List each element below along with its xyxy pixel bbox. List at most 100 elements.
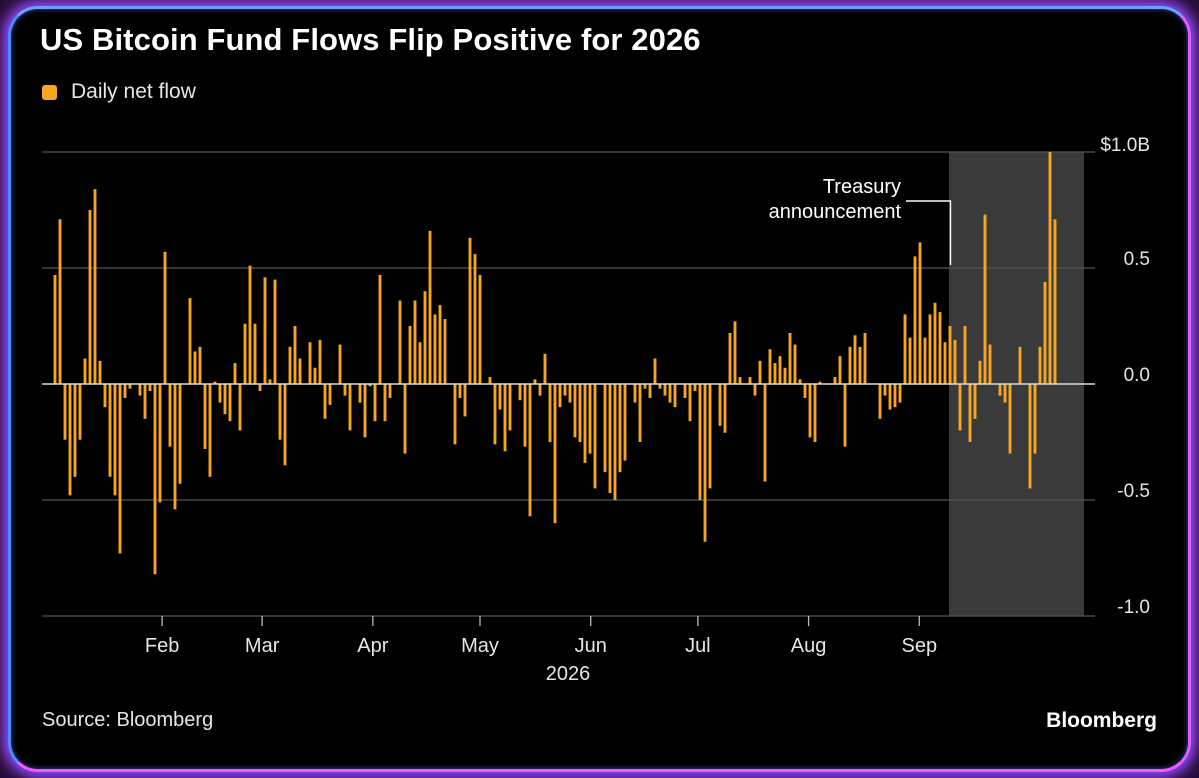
bar bbox=[238, 384, 242, 431]
bar bbox=[53, 274, 57, 384]
bar bbox=[733, 321, 737, 384]
bar bbox=[1043, 281, 1047, 384]
bar bbox=[58, 219, 62, 384]
bar bbox=[1003, 384, 1007, 403]
bar bbox=[358, 384, 362, 403]
bar bbox=[728, 332, 732, 384]
bar bbox=[348, 384, 352, 431]
bar bbox=[113, 384, 117, 496]
bar bbox=[763, 384, 767, 482]
bar bbox=[558, 384, 562, 408]
bar bbox=[778, 356, 782, 384]
bar bbox=[158, 384, 162, 503]
bar bbox=[198, 346, 202, 384]
bar bbox=[383, 384, 387, 422]
bar bbox=[178, 384, 182, 484]
bar bbox=[698, 384, 702, 500]
bar bbox=[913, 256, 917, 384]
bar bbox=[228, 384, 232, 422]
bar bbox=[768, 349, 772, 384]
bar bbox=[653, 358, 657, 384]
bar bbox=[808, 384, 812, 438]
bar bbox=[903, 314, 907, 384]
bar bbox=[738, 377, 742, 384]
bar bbox=[528, 384, 532, 517]
bar bbox=[518, 384, 522, 401]
bar bbox=[798, 379, 802, 384]
bar bbox=[553, 384, 557, 524]
bar bbox=[818, 381, 822, 384]
bar bbox=[683, 384, 687, 398]
bar bbox=[223, 384, 227, 415]
annotation-leader bbox=[906, 200, 952, 265]
bar bbox=[473, 254, 477, 384]
bar bbox=[578, 384, 582, 442]
bar bbox=[673, 384, 677, 408]
bar bbox=[583, 384, 587, 463]
bar bbox=[108, 384, 112, 477]
bar bbox=[928, 314, 932, 384]
legend-label: Daily net flow bbox=[71, 80, 196, 103]
bar bbox=[118, 384, 122, 554]
bar bbox=[163, 251, 167, 384]
bar bbox=[1008, 384, 1012, 454]
legend: Daily net flow bbox=[42, 80, 196, 104]
bar bbox=[788, 332, 792, 384]
bar bbox=[833, 377, 837, 384]
bar bbox=[123, 384, 127, 398]
bar bbox=[548, 384, 552, 442]
bar bbox=[723, 384, 727, 433]
bar bbox=[983, 214, 987, 384]
bar bbox=[418, 342, 422, 384]
bar bbox=[523, 384, 527, 447]
bar bbox=[218, 384, 222, 403]
bar bbox=[233, 363, 237, 384]
bar bbox=[263, 277, 267, 384]
bar bbox=[478, 274, 482, 384]
bar bbox=[668, 384, 672, 403]
bar bbox=[618, 384, 622, 473]
bar bbox=[328, 384, 332, 405]
bar bbox=[168, 384, 172, 447]
bar bbox=[753, 384, 757, 396]
bar bbox=[138, 384, 142, 396]
bar bbox=[438, 305, 442, 384]
bar bbox=[1018, 346, 1022, 384]
bar bbox=[313, 367, 317, 384]
x-tick-label: Aug bbox=[791, 635, 827, 657]
bar bbox=[323, 384, 327, 419]
bar bbox=[588, 384, 592, 454]
bar bbox=[718, 384, 722, 426]
bar bbox=[428, 230, 432, 384]
bar bbox=[268, 379, 272, 384]
bar bbox=[93, 189, 97, 384]
bar bbox=[793, 344, 797, 384]
bar bbox=[948, 326, 952, 384]
bar bbox=[898, 384, 902, 403]
bar bbox=[703, 384, 707, 542]
bar bbox=[288, 346, 292, 384]
bar bbox=[298, 358, 302, 384]
bar bbox=[663, 384, 667, 396]
bar bbox=[783, 367, 787, 384]
bar bbox=[843, 384, 847, 447]
bar bbox=[363, 384, 367, 438]
bar bbox=[708, 384, 712, 489]
bar bbox=[443, 319, 447, 384]
bar bbox=[63, 384, 67, 440]
bar bbox=[813, 384, 817, 442]
bar bbox=[638, 384, 642, 442]
bar bbox=[648, 384, 652, 398]
bar bbox=[173, 384, 177, 510]
x-tick-label: Sep bbox=[901, 635, 937, 657]
bar bbox=[603, 384, 607, 473]
bar bbox=[453, 384, 457, 445]
bar bbox=[493, 384, 497, 445]
bar bbox=[858, 346, 862, 384]
bar bbox=[508, 384, 512, 431]
bar bbox=[568, 384, 572, 403]
bar bbox=[343, 384, 347, 396]
bar bbox=[468, 237, 472, 384]
bar bbox=[283, 384, 287, 466]
bar bbox=[998, 384, 1002, 396]
